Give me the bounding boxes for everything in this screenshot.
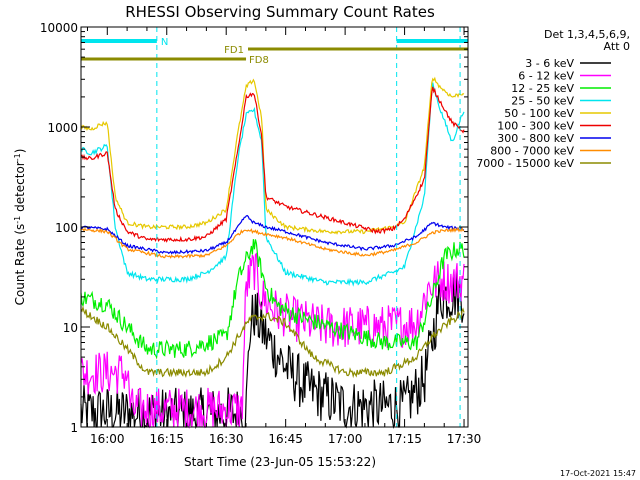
- legend-label-4: 50 - 100 keV: [504, 107, 574, 120]
- series-line-5: [80, 86, 465, 243]
- timestamp: 17-Oct-2021 15:47: [560, 469, 636, 478]
- series-line-3: [80, 82, 465, 287]
- legend-label-2: 12 - 25 keV: [511, 82, 574, 95]
- series-line-6: [80, 214, 465, 255]
- fd8-label: FD8: [249, 55, 269, 66]
- legend-label-1: 6 - 12 keV: [518, 70, 574, 83]
- y-tick-label-3: 1000: [47, 121, 78, 135]
- legend-label-5: 100 - 300 keV: [497, 120, 574, 133]
- series-line-2: [80, 239, 465, 360]
- y-tick-label-0: 1: [70, 421, 78, 435]
- legend-label-3: 25 - 50 keV: [511, 95, 574, 108]
- tick-layer: 16:00 16:15 16:30 16:45 17:00 17:15 17:30 1 10 10…: [40, 21, 482, 446]
- legend-header-detectors: Det 1,3,4,5,6,9,: [544, 28, 630, 41]
- legend-label-6: 300 - 800 keV: [497, 132, 574, 145]
- y-tick-label-1: 10: [63, 321, 78, 335]
- annotation-layer: N FD1 FD8: [81, 27, 468, 427]
- x-axis-label: Start Time (23-Jun-05 15:53:22): [184, 455, 376, 469]
- series-line-8: [80, 305, 465, 379]
- x-tick-label-0: 16:00: [90, 432, 125, 446]
- night-label: N: [161, 37, 168, 48]
- legend-label-0: 3 - 6 keV: [525, 57, 574, 70]
- y-tick-label-2: 100: [55, 221, 78, 235]
- x-tick-label-3: 16:45: [268, 432, 303, 446]
- y-tick-label-4: 10000: [40, 21, 78, 35]
- x-tick-label-6: 17:30: [447, 432, 482, 446]
- legend-label-8: 7000 - 15000 keV: [476, 157, 574, 170]
- series-line-4: [80, 76, 465, 235]
- legend-label-7: 800 - 7000 keV: [490, 145, 574, 158]
- x-tick-label-5: 17:15: [387, 432, 422, 446]
- series-line-1: [80, 252, 465, 430]
- legend-header-attenuator: Att 0: [604, 40, 630, 53]
- chart-title: RHESSI Observing Summary Count Rates: [125, 3, 435, 21]
- series-line-7: [80, 226, 465, 259]
- x-tick-label-2: 16:30: [209, 432, 244, 446]
- x-tick-label-4: 17:00: [328, 432, 363, 446]
- y-axis-label: Count Rate (s-1 detector-1): [13, 149, 27, 306]
- x-tick-label-1: 16:15: [149, 432, 184, 446]
- fd1-label: FD1: [224, 45, 244, 56]
